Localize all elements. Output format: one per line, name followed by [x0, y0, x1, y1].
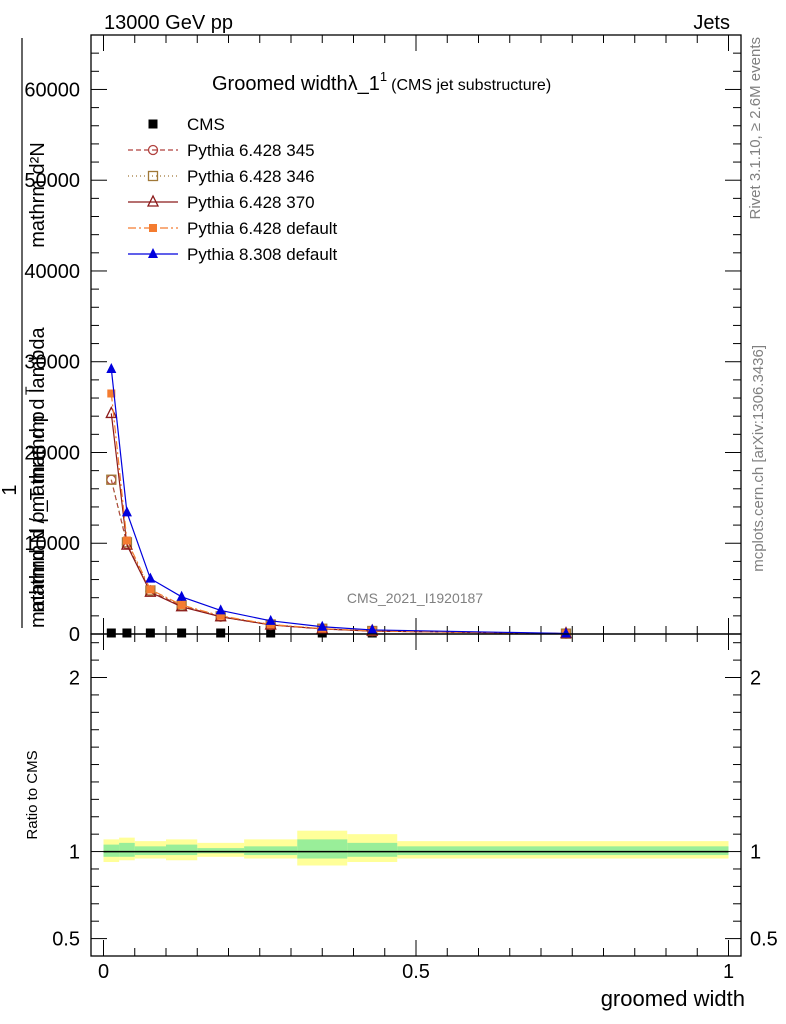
legend: CMS Pythia 6.428 345 Pythia 6.428 346 Pythi…	[128, 115, 338, 264]
ratio-band-inner	[347, 842, 398, 857]
ratio-panel-frame	[90, 633, 742, 957]
data-point-pythia-8-308-default	[561, 627, 571, 638]
ratio-y-tick-label-left: 0.5	[52, 929, 80, 951]
plot-title-sub: (CMS jet substructure)	[391, 77, 551, 94]
legend-label-pythia-6-428-345: Pythia 6.428 345	[187, 141, 315, 160]
legend-label-pythia-6-428-346: Pythia 6.428 346	[187, 167, 315, 186]
legend-label-pythia-6-428-default: Pythia 6.428 default	[187, 219, 338, 238]
ratio-y-tick-label-left: 1	[69, 842, 80, 864]
data-point-pythia-8-308-default	[176, 590, 187, 601]
ratio-band-inner	[397, 846, 729, 856]
y-tick-label: 0	[69, 624, 80, 646]
ratio-band-inner	[244, 846, 298, 856]
analysis-watermark: CMS_2021_I1920187	[347, 590, 483, 606]
main-axis-ticks: 0 10000 20000 30000 40000 50000 60000	[24, 34, 741, 646]
series-line-pythia-8-308-default	[110, 368, 567, 635]
data-point-pythia-8-308-default	[145, 572, 156, 583]
data-point-cms	[106, 628, 116, 638]
data-point-pythia-8-308-default	[367, 623, 378, 634]
plot-title-main: Groomed widthλ_1	[212, 73, 380, 95]
x-axis-label: groomed width	[601, 986, 745, 1011]
data-point-cms	[145, 628, 155, 638]
ylabel-one: 1	[0, 484, 21, 495]
ratio-band-inner	[103, 844, 120, 857]
data-point-cms	[266, 628, 276, 638]
data-point-pythia-6-428-default	[146, 585, 155, 594]
legend-marker-pythia-8-308-default	[148, 248, 158, 258]
ratio-band-inner	[297, 839, 348, 859]
data-point-pythia-6-428-346	[106, 474, 117, 485]
header-energy: 13000 GeV pp	[104, 12, 233, 34]
data-point-cms	[122, 628, 132, 638]
legend-label-cms: CMS	[187, 115, 225, 134]
y-tick-label: 30000	[24, 352, 80, 374]
data-point-pythia-6-428-default	[122, 536, 131, 545]
data-point-cms	[177, 628, 187, 638]
x-tick-label: 1	[723, 961, 734, 983]
plot-title-sup: 1	[380, 69, 387, 84]
data-point-pythia-6-428-default	[107, 389, 116, 398]
data-point-cms	[216, 628, 226, 638]
plot-title: Groomed widthλ_11 (CMS jet substructure)	[212, 69, 551, 95]
ylabel-prefactor-sub: T	[22, 386, 38, 395]
data-point-pythia-8-308-default	[317, 620, 328, 631]
ratio-y-tick-label-right: 1	[750, 842, 761, 864]
ratio-y-tick-label-right: 0.5	[750, 929, 778, 951]
y-tick-label: 10000	[24, 533, 80, 555]
legend-marker-pythia-6-428-346	[147, 170, 159, 182]
legend-label-pythia-8-308-default: Pythia 8.308 default	[187, 245, 338, 264]
ratio-y-tick-label-right: 2	[750, 668, 761, 690]
y-tick-label: 20000	[24, 442, 80, 464]
ratio-band-inner	[166, 844, 198, 856]
ylabel-numerator: mathrm d²N	[27, 142, 49, 248]
y-tick-label: 60000	[24, 79, 80, 101]
legend-label-pythia-6-428-370: Pythia 6.428 370	[187, 193, 315, 212]
x-tick-label: 0.5	[402, 961, 430, 983]
header-process: Jets	[693, 12, 730, 34]
y-tick-label: 40000	[24, 261, 80, 283]
data-point-pythia-6-428-default	[216, 611, 225, 620]
main-data-layer	[105, 362, 573, 639]
x-tick-label: 0	[98, 961, 109, 983]
legend-marker-pythia-6-428-370	[146, 194, 160, 207]
data-point-pythia-8-308-default	[106, 362, 117, 373]
ylabel-denominator: mathrm d p_T mathrm d lambda	[27, 326, 49, 612]
legend-marker-pythia-6-428-default	[149, 224, 157, 232]
main-y-label: mathrm d²N mathrm d p_T mathrm d lambda …	[0, 38, 49, 628]
mcplots-label: mcplots.cern.ch [arXiv:1306.3436]	[750, 345, 767, 572]
ratio-uncertainty-bands	[103, 830, 729, 866]
ratio-band-inner	[197, 848, 245, 854]
data-point-pythia-8-308-default	[215, 604, 226, 615]
ratio-y-label: Ratio to CMS	[24, 750, 41, 839]
legend-marker-pythia-6-428-345	[147, 144, 159, 156]
ylabel-prefactor: mathrmd N / mathrm d p	[27, 411, 49, 628]
data-point-pythia-6-428-default	[177, 600, 186, 609]
rivet-label: Rivet 3.1.10, ≥ 2.6M events	[747, 37, 764, 220]
ratio-band-inner	[119, 842, 135, 857]
ratio-y-tick-label-left: 2	[69, 668, 80, 690]
y-tick-label: 50000	[24, 170, 80, 192]
ratio-axis-ticks: 0.5 0.5 1 1 2 2 0 0.5 1	[52, 634, 778, 983]
data-point-pythia-8-308-default	[265, 614, 276, 625]
data-point-pythia-8-308-default	[121, 506, 132, 517]
legend-marker-cms	[148, 119, 158, 129]
ratio-band-inner	[134, 846, 166, 856]
